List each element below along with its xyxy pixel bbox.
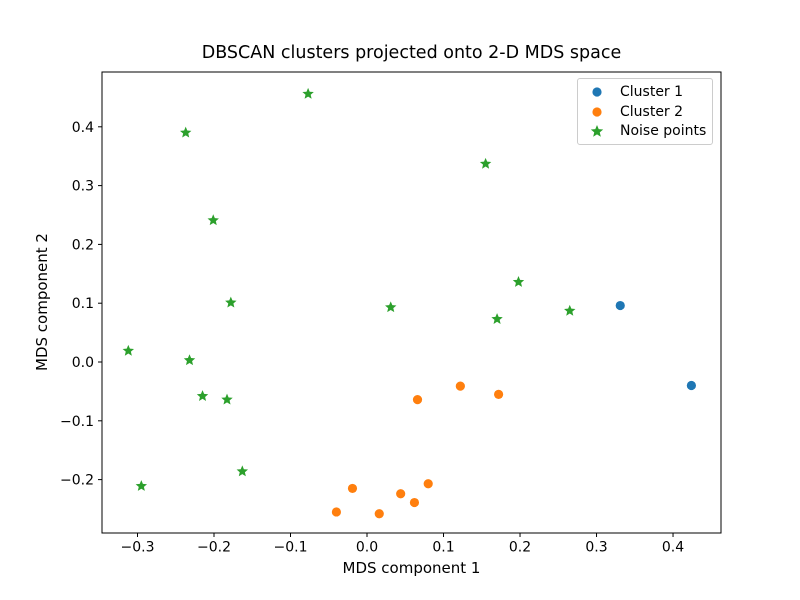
y-tick-label: 0.2	[72, 237, 94, 253]
point-cluster-2	[423, 479, 433, 489]
x-tick-label: −0.3	[120, 540, 154, 556]
point-noise-points	[122, 344, 135, 356]
x-axis-label: MDS component 1	[342, 559, 481, 577]
x-tick-label: 0.4	[662, 540, 684, 556]
legend-label-cluster-2: Cluster 2	[620, 103, 684, 120]
legend-label-cluster-1: Cluster 1	[620, 83, 684, 100]
point-noise-points	[225, 296, 237, 308]
y-tick-label: −0.2	[60, 473, 94, 489]
point-noise-points	[207, 214, 219, 226]
x-tick-label: 0.2	[509, 540, 531, 556]
x-tick-label: 0.0	[356, 540, 378, 556]
point-cluster-2	[331, 507, 342, 517]
x-tick-label: −0.2	[197, 540, 231, 556]
cluster-2-marker-icon	[586, 104, 608, 120]
chart-title: DBSCAN clusters projected onto 2-D MDS s…	[201, 43, 622, 63]
point-cluster-2	[347, 483, 358, 494]
legend-item-cluster-1: Cluster 1	[578, 82, 712, 102]
legend-label-noise-points: Noise points	[620, 123, 707, 140]
point-noise-points	[135, 480, 148, 491]
point-cluster-2	[455, 381, 465, 391]
y-tick-label: 0.4	[72, 120, 94, 136]
legend-item-cluster-2: Cluster 2	[578, 102, 712, 122]
y-tick-label: 0.1	[72, 296, 94, 312]
circle-icon	[592, 87, 602, 97]
point-cluster-2	[374, 509, 384, 519]
point-noise-points	[196, 390, 209, 401]
point-noise-points	[221, 393, 233, 405]
point-cluster-1	[615, 300, 625, 311]
point-noise-points	[302, 87, 314, 99]
point-noise-points	[385, 301, 397, 313]
legend-item-noise-points: Noise points	[578, 121, 712, 141]
x-tick-label: −0.1	[274, 540, 308, 556]
point-noise-points	[564, 304, 576, 316]
point-cluster-2	[494, 389, 504, 399]
cluster-1-marker-icon	[586, 84, 608, 100]
point-noise-points	[491, 313, 503, 324]
cluster-1-glyph	[592, 87, 602, 97]
y-tick-label: 0.3	[72, 179, 94, 195]
x-tick-label: 0.3	[585, 540, 607, 556]
point-noise-points	[479, 157, 492, 169]
point-cluster-2	[396, 489, 406, 499]
noise-points-marker-icon	[586, 123, 608, 139]
noise-points-glyph	[590, 125, 604, 137]
point-cluster-1	[686, 380, 696, 391]
point-cluster-2	[412, 395, 423, 405]
legend: Cluster 1 Cluster 2 Noise points	[577, 78, 713, 145]
y-axis-label: MDS component 2	[33, 233, 51, 371]
plot-frame	[101, 71, 722, 534]
x-tick-label: 0.1	[432, 540, 454, 556]
point-cluster-2	[409, 497, 420, 508]
point-noise-points	[183, 354, 196, 366]
point-noise-points	[512, 276, 525, 287]
y-tick-label: −0.1	[60, 414, 94, 430]
point-noise-points	[179, 126, 192, 138]
star-icon	[590, 125, 604, 137]
point-noise-points	[236, 465, 249, 477]
cluster-2-glyph	[592, 106, 602, 117]
y-tick-label: 0.0	[72, 355, 94, 371]
circle-icon	[592, 106, 602, 117]
